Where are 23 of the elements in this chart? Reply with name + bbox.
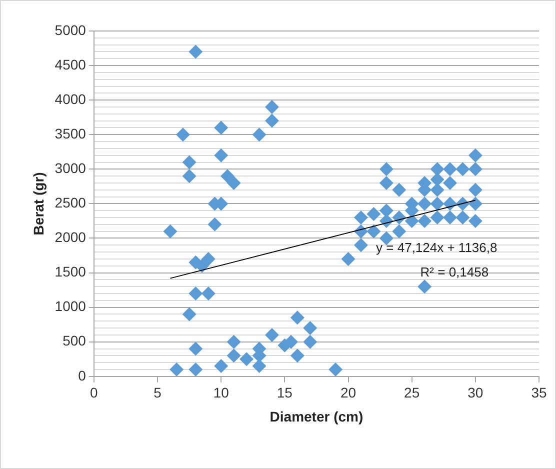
x-tick-label: 0: [90, 384, 98, 401]
annotation: R² = 0,1458: [420, 264, 489, 280]
y-tick-label: 5000: [54, 22, 86, 38]
x-tick-label: 5: [154, 384, 162, 401]
x-tick-label: 30: [468, 384, 484, 401]
x-tick-label: 20: [340, 384, 356, 401]
x-tick-label: 25: [404, 384, 420, 401]
y-tick-label: 3500: [54, 125, 86, 142]
y-tick-label: 0: [78, 367, 86, 384]
y-tick-label: 4500: [54, 56, 86, 72]
x-tick-label: 15: [276, 384, 293, 401]
y-tick-label: 3000: [54, 160, 86, 176]
y-tick-label: 4000: [54, 90, 86, 107]
annotation: y = 47,124x + 1136,8: [376, 240, 498, 256]
x-tick-label: 35: [531, 384, 547, 401]
x-axis-title: Diameter (cm): [270, 408, 364, 424]
y-tick-label: 2000: [54, 229, 86, 246]
y-tick-label: 1000: [54, 298, 86, 314]
y-tick-label: 1500: [54, 264, 86, 280]
y-tick-label: 2500: [54, 194, 86, 211]
x-tick-label: 10: [213, 384, 230, 401]
y-axis-title: Berat (gr): [30, 172, 46, 236]
y-tick-label: 500: [62, 332, 86, 349]
